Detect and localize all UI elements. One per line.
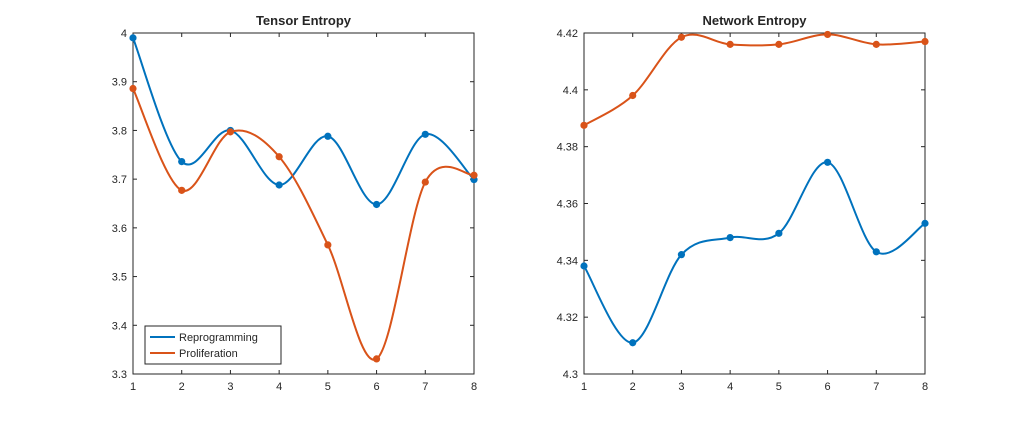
- series-line-proliferation: [132, 87, 475, 361]
- tensor-entropy-panel: Tensor Entropy 1 2 3 4 5 6 7 8 3.3 3.4 3.5 3.6 3.7 3.8…: [112, 13, 478, 393]
- data-point-reprogramming: [421, 130, 429, 138]
- legend-label-proliferation: Proliferation: [179, 348, 238, 360]
- legend: Reprogramming Proliferation: [144, 325, 282, 365]
- data-point-reprogramming: [872, 248, 880, 256]
- data-point-proliferation: [226, 128, 235, 136]
- data-point-reprogramming: [275, 181, 283, 189]
- x-tick-label: 8: [922, 381, 928, 393]
- data-point-reprogramming: [726, 234, 734, 242]
- data-point-proliferation: [580, 121, 588, 129]
- y-tick-label: 4.42: [557, 28, 578, 40]
- data-point-proliferation: [421, 178, 429, 186]
- legend-label-reprogramming: Reprogramming: [179, 332, 258, 344]
- chart-title: Tensor Entropy: [256, 13, 352, 28]
- x-tick-label: 2: [179, 381, 185, 393]
- legend-box: [144, 325, 282, 365]
- data-point-reprogramming: [580, 262, 588, 270]
- data-point-proliferation: [178, 186, 186, 194]
- data-point-proliferation: [372, 355, 381, 363]
- y-tick-label: 3.9: [112, 77, 127, 89]
- data-point-proliferation: [726, 40, 734, 48]
- x-tick-label: 7: [873, 381, 879, 393]
- data-point-reprogramming: [629, 339, 637, 347]
- x-tick-label: 5: [776, 381, 782, 393]
- data-point-reprogramming: [677, 251, 686, 259]
- data-point-reprogramming: [372, 200, 381, 209]
- y-tick-label: 4.32: [557, 312, 578, 324]
- x-tick-label: 4: [727, 381, 733, 393]
- y-tick-label: 3.4: [112, 320, 127, 332]
- network-entropy-panel: Network Entropy 1 2 3 4 5 6 7 8 4.3 4.32 4.34 4.36 4.…: [557, 13, 929, 393]
- data-point-reprogramming: [129, 34, 137, 42]
- y-tick-label: 4: [121, 28, 127, 40]
- x-tick-label: 8: [471, 381, 477, 393]
- data-point-proliferation: [629, 91, 637, 100]
- data-point-reprogramming: [823, 158, 832, 166]
- y-tick-label: 4.3: [563, 369, 578, 381]
- y-tick-label: 4.38: [557, 142, 578, 154]
- y-tick-label: 4.36: [557, 199, 578, 211]
- y-tick-label: 3.7: [112, 174, 127, 186]
- data-point-proliferation: [775, 40, 783, 48]
- data-point-proliferation: [470, 171, 478, 179]
- data-point-proliferation: [324, 241, 332, 249]
- y-tick-label: 4.4: [563, 85, 578, 97]
- data-point-proliferation: [677, 33, 686, 41]
- chart-title: Network Entropy: [702, 13, 807, 28]
- x-tick-label: 1: [581, 381, 587, 393]
- axes-box: [132, 32, 475, 375]
- data-point-reprogramming: [324, 132, 332, 140]
- y-tick-label: 3.8: [112, 125, 127, 137]
- series-line-proliferation: [583, 33, 926, 127]
- data-point-proliferation: [872, 40, 880, 48]
- data-point-reprogramming: [921, 219, 929, 227]
- y-tick-label: 3.5: [112, 272, 127, 284]
- axes-box: [583, 32, 926, 375]
- y-tick-label: 3.3: [112, 369, 127, 381]
- x-tick-label: 3: [678, 381, 684, 393]
- x-tick-label: 2: [630, 381, 636, 393]
- data-point-proliferation: [823, 30, 832, 39]
- data-point-reprogramming: [775, 229, 783, 237]
- x-tick-label: 6: [374, 381, 380, 393]
- x-tick-label: 6: [825, 381, 831, 393]
- y-tick-label: 3.6: [112, 223, 127, 235]
- data-point-proliferation: [921, 37, 929, 46]
- x-tick-label: 4: [276, 381, 282, 393]
- x-tick-label: 5: [325, 381, 331, 393]
- x-tick-label: 7: [422, 381, 428, 393]
- data-point-proliferation: [275, 153, 283, 161]
- x-tick-label: 3: [227, 381, 233, 393]
- data-point-proliferation: [129, 84, 137, 93]
- data-point-reprogramming: [178, 158, 186, 166]
- x-tick-label: 1: [130, 381, 136, 393]
- y-tick-label: 4.34: [557, 255, 578, 267]
